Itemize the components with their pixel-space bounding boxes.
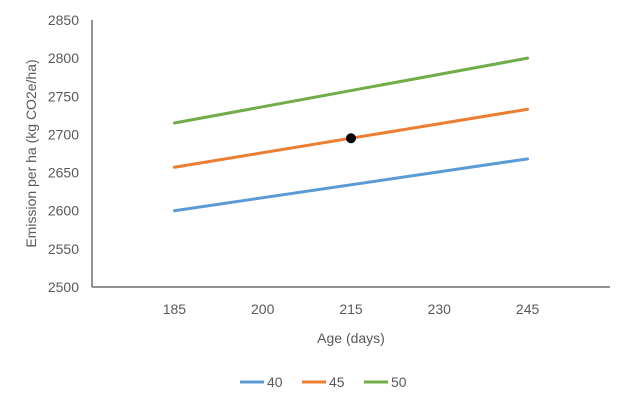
x-tick-label: 230 xyxy=(428,301,452,317)
x-tick-label: 215 xyxy=(339,301,363,317)
y-axis-title: Emission per ha (kg CO2e/ha) xyxy=(23,59,39,247)
y-tick-label: 2600 xyxy=(48,203,79,219)
y-tick-label: 2700 xyxy=(48,126,79,142)
legend-label-45: 45 xyxy=(329,374,345,390)
x-axis-title: Age (days) xyxy=(317,330,385,346)
y-tick-label: 2800 xyxy=(48,50,79,66)
axes: 2500 2550 2600 2650 2700 2750 2800 2850 185 200 21… xyxy=(48,12,610,317)
series-line-50 xyxy=(172,56,530,125)
legend-label-50: 50 xyxy=(391,374,407,390)
marker-layer xyxy=(346,133,356,144)
legend-label-40: 40 xyxy=(267,374,283,390)
y-tick-label: 2750 xyxy=(48,88,79,104)
y-tick-label: 2550 xyxy=(48,241,79,257)
series-line-40 xyxy=(172,157,530,213)
x-tick-label: 185 xyxy=(163,301,187,317)
x-tick-label: 245 xyxy=(516,301,540,317)
x-tick-label: 200 xyxy=(251,301,275,317)
y-tick-label: 2650 xyxy=(48,165,79,181)
y-tick-label: 2500 xyxy=(48,279,79,295)
legend: 40 45 50 xyxy=(240,374,407,390)
y-tick-label: 2850 xyxy=(48,12,79,28)
highlight-point xyxy=(346,133,356,144)
